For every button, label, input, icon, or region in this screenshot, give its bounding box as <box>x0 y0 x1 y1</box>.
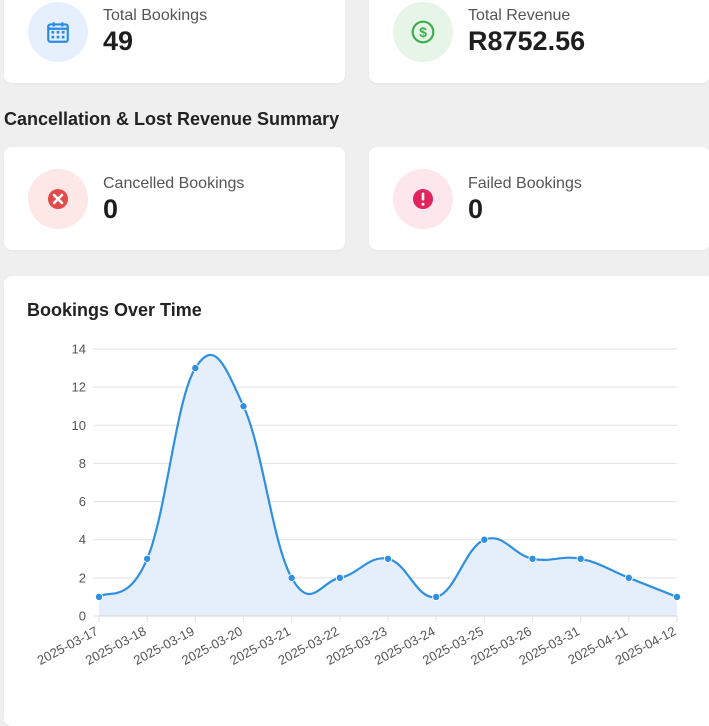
total-bookings-value: 49 <box>103 26 134 56</box>
total-bookings-label: Total Bookings <box>103 7 208 24</box>
svg-text:$: $ <box>419 24 427 40</box>
failed-bookings-value: 0 <box>468 194 484 224</box>
cancelled-bookings-value: 0 <box>103 194 119 224</box>
cancelled-bookings-label: Cancelled Bookings <box>103 175 245 192</box>
total-revenue-card: $ Total Revenue R8752.56 <box>369 0 709 83</box>
x-circle-icon-circle <box>28 169 88 229</box>
chart-title: Bookings Over Time <box>27 300 202 320</box>
cancelled-bookings-card: Cancelled Bookings 0 <box>4 147 345 250</box>
cancellation-section-title: Cancellation & Lost Revenue Summary <box>4 109 340 129</box>
calendar-icon <box>47 22 69 43</box>
failed-bookings-label: Failed Bookings <box>468 175 582 192</box>
total-revenue-value: R8752.56 <box>468 26 586 56</box>
bookings-chart-card: Bookings Over Time <box>4 276 709 726</box>
dollar-icon-circle: $ <box>393 2 453 62</box>
dollar-icon: $ <box>411 20 435 44</box>
x-circle-icon <box>48 189 68 209</box>
total-bookings-card: Total Bookings 49 <box>4 0 345 83</box>
failed-bookings-card: Failed Bookings 0 <box>369 147 709 250</box>
exclamation-circle-icon-circle <box>393 169 453 229</box>
exclamation-circle-icon <box>413 189 433 209</box>
calendar-icon-circle <box>28 2 88 62</box>
total-revenue-label: Total Revenue <box>468 7 571 24</box>
